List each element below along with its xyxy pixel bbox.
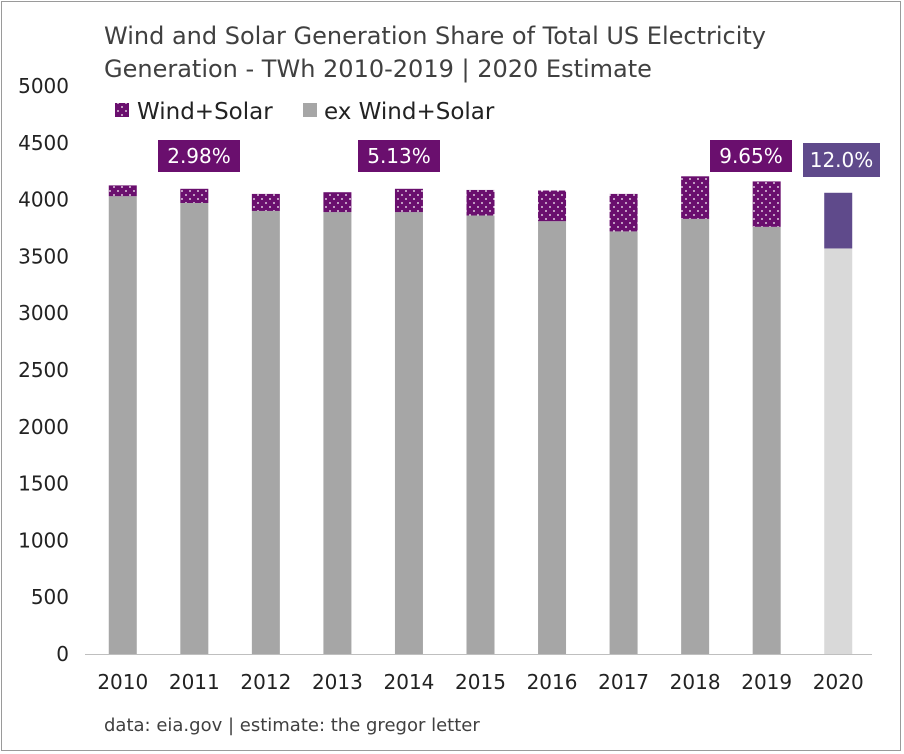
bar-ex-wind-solar	[180, 203, 209, 654]
share-label-badge	[158, 140, 240, 172]
x-tick-label: 2019	[741, 670, 792, 694]
legend-label-ex-wind-solar: ex Wind+Solar	[324, 99, 495, 125]
x-tick-label: 2017	[598, 670, 649, 694]
share-label-text: 9.65%	[719, 144, 783, 168]
share-label-text: 12.0%	[810, 148, 874, 172]
source-note: data: eia.gov | estimate: the gregor let…	[104, 715, 480, 736]
y-tick-label: 3500	[18, 244, 69, 268]
bar-ex-wind-solar	[251, 210, 280, 654]
y-tick-label: 3000	[18, 301, 69, 325]
share-label-text: 2.98%	[167, 144, 231, 168]
bar-wind-solar	[538, 190, 567, 222]
bar-wind-solar	[681, 176, 710, 219]
x-tick-label: 2012	[240, 670, 291, 694]
x-tick-label: 2015	[455, 670, 506, 694]
y-tick-label: 1500	[18, 472, 69, 496]
y-tick-label: 4000	[18, 188, 69, 212]
y-tick-label: 5000	[18, 74, 69, 98]
y-axis: 0 500 1000 1500 2000 2500 3000 3500 4000 4500 5000	[18, 74, 69, 666]
x-tick-label: 2018	[670, 670, 721, 694]
x-tick-label: 2011	[169, 670, 220, 694]
share-label-text: 5.13%	[367, 144, 431, 168]
x-tick-label: 2020	[813, 670, 864, 694]
bar-wind-solar	[824, 192, 853, 249]
bar-ex-wind-solar	[609, 231, 638, 654]
legend-label-wind-solar: Wind+Solar	[137, 99, 273, 125]
legend-swatch-ex-wind-solar	[303, 103, 317, 117]
bar-wind-solar	[180, 188, 209, 204]
y-tick-label: 500	[31, 585, 69, 609]
x-tick-label: 2014	[384, 670, 435, 694]
share-label-badge	[803, 143, 880, 177]
legend: Wind+Solar ex Wind+Solar	[115, 99, 495, 125]
bar-ex-wind-solar	[323, 212, 352, 654]
chart-title-line-1: Wind and Solar Generation Share of Total…	[104, 22, 766, 50]
bar-ex-wind-solar	[394, 212, 423, 654]
bar-wind-solar	[108, 185, 137, 197]
bar-ex-wind-solar	[466, 215, 495, 654]
bar-wind-solar	[323, 192, 352, 213]
bar-wind-solar	[609, 193, 638, 232]
bar-wind-solar	[251, 193, 280, 211]
bar-ex-wind-solar	[681, 218, 710, 655]
bars	[108, 176, 853, 655]
share-label-badge	[710, 140, 792, 172]
bar-ex-wind-solar	[538, 221, 567, 654]
bar-ex-wind-solar	[108, 196, 137, 654]
share-labels: 2.98% 5.13% 9.65% 12.0%	[158, 140, 880, 177]
x-tick-label: 2016	[527, 670, 578, 694]
bar-ex-wind-solar	[824, 248, 853, 654]
bar-ex-wind-solar	[752, 226, 781, 654]
bar-wind-solar	[466, 189, 495, 216]
y-tick-label: 2000	[18, 415, 69, 439]
legend-swatch-wind-solar	[115, 103, 129, 117]
share-label-badge	[358, 140, 440, 172]
bar-wind-solar	[394, 188, 423, 213]
y-tick-label: 2500	[18, 358, 69, 382]
bar-wind-solar	[752, 181, 781, 227]
chart-title-line-2: Generation - TWh 2010-2019 | 2020 Estima…	[104, 55, 652, 83]
y-tick-label: 1000	[18, 528, 69, 552]
x-tick-label: 2010	[97, 670, 148, 694]
x-tick-label: 2013	[312, 670, 363, 694]
y-tick-label: 4500	[18, 131, 69, 155]
x-axis: 2010 2011 2012 2013 2014 2015 2016 2017 2018 2019…	[85, 654, 872, 694]
y-tick-label: 0	[56, 642, 69, 666]
